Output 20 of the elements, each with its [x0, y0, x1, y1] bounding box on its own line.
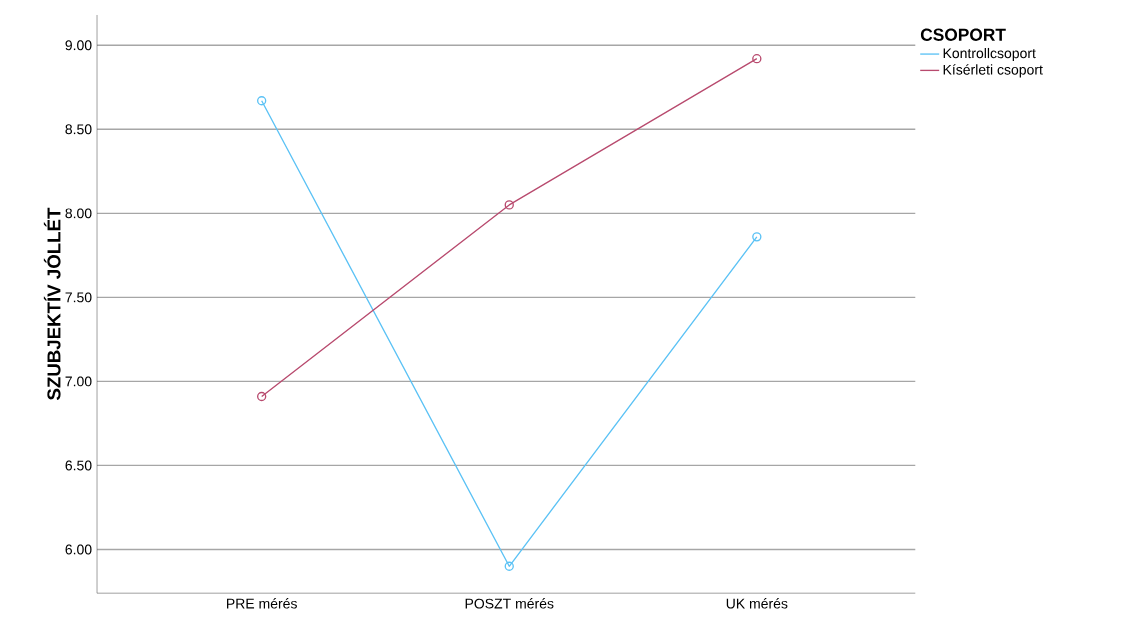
y-tick-label: 6.00: [65, 544, 92, 555]
y-tick-label: 8.50: [65, 124, 92, 135]
point: [257, 95, 267, 106]
point: [504, 200, 514, 210]
y-tick-label: 8.00: [65, 208, 92, 219]
legend-label: Kontrollcsoport: [943, 47, 1036, 61]
point: [257, 391, 267, 402]
y-tick-label: 6.50: [65, 460, 92, 471]
y-axis-title: SZUBJEKTÍV JÓLLÉT: [43, 207, 61, 400]
y-tick-label: 7.50: [65, 292, 92, 303]
x-tick-label: PRE mérés: [227, 598, 297, 609]
legend-title: CSOPORT: [920, 28, 1006, 41]
x-tick-label: POSZT mérés: [465, 598, 554, 609]
point: [504, 561, 514, 571]
legend-label: Kísérleti csoport: [943, 64, 1043, 78]
y-tick-label: 7.00: [65, 376, 92, 387]
x-tick-label: UK mérés: [726, 598, 788, 609]
point: [752, 232, 762, 242]
y-tick-label: 9.00: [65, 40, 92, 51]
point: [752, 53, 762, 64]
